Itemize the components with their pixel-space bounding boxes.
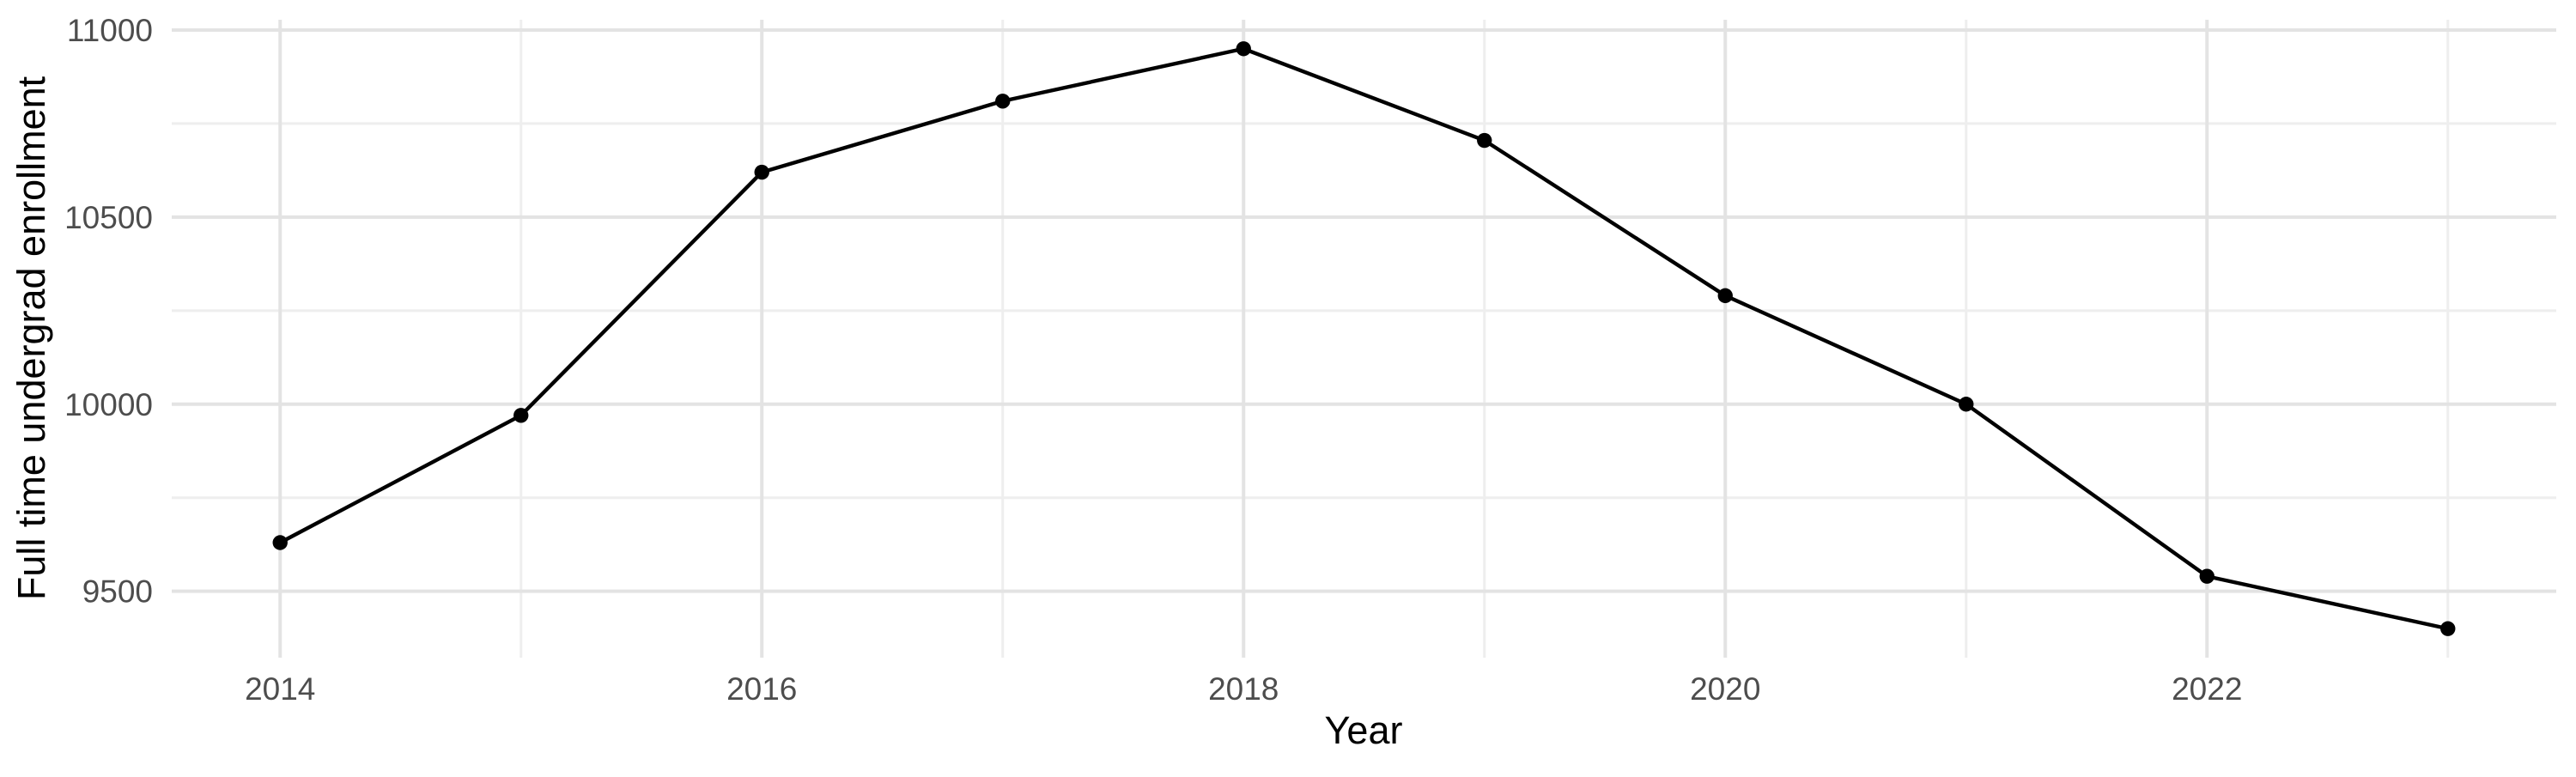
x-tick-label: 2016 xyxy=(726,671,797,707)
x-tick-label: 2018 xyxy=(1208,671,1279,707)
data-point-2016 xyxy=(754,164,769,180)
data-point-2018 xyxy=(1236,41,1251,57)
y-tick-label: 10500 xyxy=(64,200,153,235)
x-tick-label: 2022 xyxy=(2172,671,2242,707)
data-point-2014 xyxy=(272,535,288,550)
data-point-2023 xyxy=(2440,621,2456,636)
data-point-2015 xyxy=(513,408,529,423)
tick-labels-layer: 2014 2016 2018 2020 2022 9500 10000 10500 11000 xyxy=(64,13,2242,707)
data-point-2022 xyxy=(2199,568,2215,584)
data-point-2020 xyxy=(1717,288,1733,304)
data-point-2017 xyxy=(995,94,1011,109)
x-tick-label: 2020 xyxy=(1690,671,1760,707)
y-tick-label: 10000 xyxy=(64,387,153,422)
x-axis-title: Year xyxy=(1325,708,1403,752)
y-tick-label: 9500 xyxy=(82,574,153,610)
x-tick-label: 2014 xyxy=(245,671,315,707)
data-point-2019 xyxy=(1477,132,1492,149)
y-axis-title: Full time undergrad enrollment xyxy=(9,76,53,600)
series-line xyxy=(279,46,2449,631)
series-layer xyxy=(272,41,2456,636)
gridlines-layer xyxy=(172,20,2556,658)
data-point-2021 xyxy=(1959,397,1974,412)
y-tick-label: 11000 xyxy=(67,13,153,48)
